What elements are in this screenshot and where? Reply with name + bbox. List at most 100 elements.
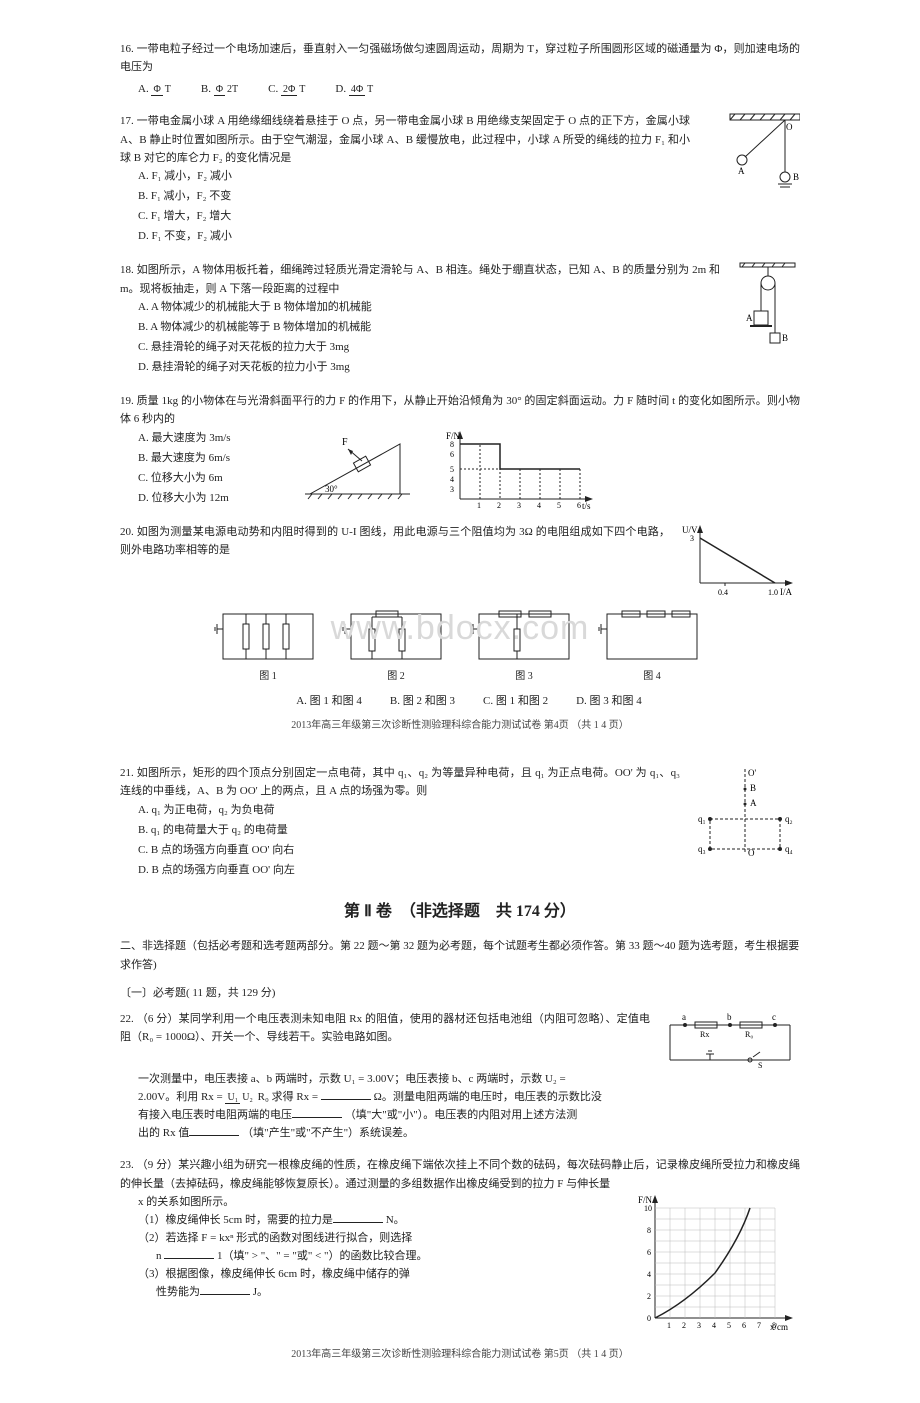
q22-line4: 有接入电压表时电阻两端的电压 （填"大"或"小"）。电压表的内阻对用上述方法测	[120, 1106, 800, 1124]
q16-C-label: C.	[268, 83, 278, 95]
q23-graph: F/N x/cm 1086420 12345678	[630, 1193, 800, 1333]
q23-num: 23.	[120, 1159, 134, 1171]
q16-num: 16.	[120, 43, 134, 55]
q19-graph-figure: F/N t/s 8 6 5 4 3 1 2 3 4 5 6	[440, 429, 600, 509]
svg-text:8: 8	[772, 1321, 776, 1330]
q22-Rx: Rx	[700, 1030, 709, 1039]
q23-p2a: （2）若选择 F = kxⁿ 形式的函数对图线进行拟合，则选择	[138, 1232, 412, 1244]
q23-text: （9 分）某兴趣小组为研究一根橡皮绳的性质，在橡皮绳下端依次挂上不同个数的砝码，…	[120, 1159, 800, 1189]
q16-D-den: T	[365, 84, 375, 95]
q16-stem: 16. 一带电粒子经过一个电场加速后，垂直射入一匀强磁场做匀速圆周运动，周期为 …	[120, 40, 800, 76]
q18-num: 18.	[120, 264, 134, 276]
q19-opt-D: D. 位移大小为 12m	[138, 489, 280, 507]
svg-text:3: 3	[697, 1321, 701, 1330]
q22-circuit: a b c Rx R₀ S	[660, 1010, 800, 1070]
section-2-desc: 二、非选择题（包括必考题和选考题两部分。第 22 题～第 32 题为必考题，每个…	[120, 937, 800, 973]
svg-text:2: 2	[647, 1292, 651, 1301]
svg-text:1: 1	[667, 1321, 671, 1330]
q16-options: A. ΦT B. Φ2T C. 2ΦT D. 4ΦT	[120, 80, 800, 98]
q22-blank2	[292, 1117, 342, 1118]
section-2-sub: 〔一〕必考题( 11 题，共 129 分)	[120, 984, 800, 1002]
q22-S: S	[758, 1061, 762, 1070]
q21-B: B	[750, 783, 756, 793]
q22-frac-num: U₁	[225, 1092, 240, 1104]
q16-opt-C: C. 2ΦT	[268, 80, 307, 98]
q16-C-den: T	[297, 84, 307, 95]
q20-opt-D: D. 图 3 和图 4	[576, 692, 642, 710]
q22-line5: 出的 Rx 值 （填"产生"或"不产生"）系统误差。	[120, 1124, 800, 1142]
question-23: 23. （9 分）某兴趣小组为研究一根橡皮绳的性质，在橡皮绳下端依次挂上不同个数…	[120, 1156, 800, 1332]
q22-l3b: R₀ 求得 Rx =	[258, 1091, 321, 1103]
q23-blank2	[164, 1258, 214, 1259]
question-18: A B 18. 如图所示，A 物体用板托着，细绳跨过轻质光滑定滑轮与 A、B 相…	[120, 261, 800, 378]
q19-options: A. 最大速度为 3m/s B. 最大速度为 6m/s C. 位移大小为 6m …	[120, 429, 280, 510]
q22-num: 22.	[120, 1013, 134, 1025]
q16-A-label: A.	[138, 83, 149, 95]
q18-opt-C: C. 悬挂滑轮的绳子对天花板的拉力大于 3mg	[138, 338, 800, 356]
q22-l5a: 出的 Rx 值	[138, 1127, 189, 1139]
svg-text:2: 2	[682, 1321, 686, 1330]
q19-x5: 5	[557, 501, 561, 509]
q22-l5b: （填"产生"或"不产生"）系统误差。	[242, 1127, 414, 1139]
q20-xlabel: I/A	[780, 587, 792, 597]
question-21: q₁ q₂ q₃ q₄ O' O A B 21. 如图所示，矩形的四个顶点分别固…	[120, 764, 800, 881]
q17-O-label: O	[786, 122, 793, 132]
question-20: U/V I/A 3 0.4 1.0 20. 如图为测量某电源电动势和内阻时得到的…	[120, 523, 800, 734]
q20-circuit-3: 图 3	[469, 604, 579, 686]
question-17: O A B 17. 一带电金属小球 A 用绝缘细线绕着悬挂于 O 点，另一带电金…	[120, 112, 800, 247]
svg-text:7: 7	[757, 1321, 761, 1330]
q16-B-num: Φ	[214, 84, 225, 96]
q19-num: 19.	[120, 395, 134, 407]
q21-figure: q₁ q₂ q₃ q₄ O' O A B	[690, 764, 800, 859]
q21-Oprime: O'	[748, 768, 756, 778]
q20-opt-A: A. 图 1 和图 4	[296, 692, 362, 710]
q16-opt-A: A. ΦT	[138, 80, 173, 98]
q16-A-den: T	[163, 84, 173, 95]
q23-p3b: 性势能为	[156, 1286, 200, 1298]
q20-y3: 3	[690, 534, 694, 543]
q19-incline-figure: F 30°	[300, 429, 420, 504]
q22-blank3	[189, 1135, 239, 1136]
q17-options: A. F₁ 减小，F₂ 减小 B. F₁ 减小，F₂ 不变 C. F₁ 增大，F…	[120, 167, 800, 246]
q17-stem: 17. 一带电金属小球 A 用绝缘细线绕着悬挂于 O 点，另一带电金属小球 B …	[120, 112, 800, 166]
q21-opt-D: D. B 点的场强方向垂直 OO' 向左	[138, 861, 800, 879]
q23-blank3	[200, 1294, 250, 1295]
q17-A-label: A	[738, 166, 745, 176]
svg-text:6: 6	[647, 1248, 651, 1257]
q16-opt-B: B. Φ2T	[201, 80, 240, 98]
q21-q3: q₃	[698, 844, 706, 854]
q19-x3: 3	[517, 501, 521, 509]
q20-circuit-4: 图 4	[597, 604, 707, 686]
q20-circuits: 图 1 图 2 图 3	[120, 604, 800, 686]
q20-opt-C: C. 图 1 和图 2	[483, 692, 548, 710]
q22-text: （6 分）某同学利用一个电压表测未知电阻 Rx 的阻值，使用的器材还包括电池组（…	[120, 1013, 650, 1043]
svg-text:0: 0	[647, 1314, 651, 1323]
q16-C-num: 2Φ	[281, 84, 297, 96]
q19-x1: 1	[477, 501, 481, 509]
q23-stem: 23. （9 分）某兴趣小组为研究一根橡皮绳的性质，在橡皮绳下端依次挂上不同个数…	[120, 1156, 800, 1192]
q18-figure: A B	[730, 261, 800, 351]
q19-x4: 4	[537, 501, 541, 509]
q21-text: 如图所示，矩形的四个顶点分别固定一点电荷，其中 q₁、q₂ 为等量异种电荷，且 …	[120, 767, 680, 797]
q20-fig1-label: 图 1	[213, 669, 323, 686]
question-19: 19. 质量 1kg 的小物体在与光滑斜面平行的力 F 的作用下，从静止开始沿倾…	[120, 392, 800, 509]
q23-p2b: n	[156, 1250, 164, 1262]
q20-options: A. 图 1 和图 4 B. 图 2 和图 3 C. 图 1 和图 2 D. 图…	[120, 692, 800, 710]
q22-line2: 一次测量中，电压表接 a、b 两端时，示数 U₁ = 3.00V；电压表接 b、…	[120, 1070, 800, 1088]
q18-options: A. A 物体减少的机械能大于 B 物体增加的机械能 B. A 物体减少的机械能…	[120, 298, 800, 377]
q23-p2c: 1（填" > "、" = "或" < "）的函数比较合理。	[217, 1250, 428, 1262]
svg-text:4: 4	[647, 1270, 651, 1279]
svg-text:4: 4	[712, 1321, 716, 1330]
q16-text: 一带电粒子经过一个电场加速后，垂直射入一匀强磁场做匀速圆周运动，周期为 T，穿过…	[120, 43, 800, 73]
q23-p3a: （3）根据图像，橡皮绳伸长 6cm 时，橡皮绳中储存的弹	[138, 1268, 410, 1280]
q16-D-num: 4Φ	[349, 84, 365, 96]
q18-opt-B: B. A 物体减少的机械能等于 B 物体增加的机械能	[138, 318, 800, 336]
q18-opt-D: D. 悬挂滑轮的绳子对天花板的拉力小于 3mg	[138, 358, 800, 376]
q16-B-den: 2T	[225, 84, 240, 95]
q17-B-label: B	[793, 172, 799, 182]
q19-x6: 6	[577, 501, 581, 509]
q22-frac-den: U₂	[240, 1092, 255, 1103]
q19-y6: 6	[450, 450, 454, 459]
page5-footer: 2013年高三年级第三次诊断性测验理科综合能力测试试卷 第5页 （共 1 4 页…	[120, 1347, 800, 1364]
q20-circuit-1: 图 1	[213, 604, 323, 686]
